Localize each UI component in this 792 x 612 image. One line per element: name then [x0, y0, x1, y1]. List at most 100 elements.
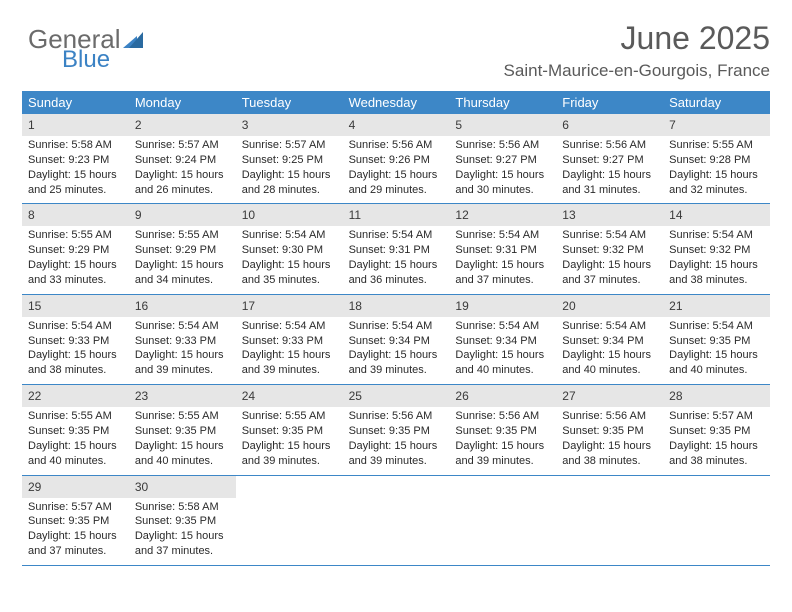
day-body: Sunrise: 5:54 AMSunset: 9:34 PMDaylight:…: [343, 317, 450, 384]
day-body: Sunrise: 5:56 AMSunset: 9:27 PMDaylight:…: [449, 136, 556, 203]
header: GeneralBlue June 2025 Saint-Maurice-en-G…: [22, 20, 770, 81]
sunset-line: Sunset: 9:31 PM: [455, 243, 550, 258]
day-cell: 17Sunrise: 5:54 AMSunset: 9:33 PMDayligh…: [236, 295, 343, 384]
sunrise-line: Sunrise: 5:57 AM: [28, 500, 123, 515]
daylight-line-1: Daylight: 15 hours: [455, 348, 550, 363]
day-number-row: 30: [129, 476, 236, 498]
sunrise-line: Sunrise: 5:54 AM: [669, 319, 764, 334]
location-subtitle: Saint-Maurice-en-Gourgois, France: [504, 61, 770, 81]
day-number: 24: [242, 389, 255, 403]
day-body: Sunrise: 5:54 AMSunset: 9:33 PMDaylight:…: [236, 317, 343, 384]
day-number-row: 28: [663, 385, 770, 407]
day-number: 19: [455, 299, 468, 313]
day-number-row: 29: [22, 476, 129, 498]
sunset-line: Sunset: 9:35 PM: [28, 424, 123, 439]
sunset-line: Sunset: 9:26 PM: [349, 153, 444, 168]
sunrise-line: Sunrise: 5:54 AM: [28, 319, 123, 334]
day-number-row: 21: [663, 295, 770, 317]
daylight-line-1: Daylight: 15 hours: [562, 439, 657, 454]
day-number: 16: [135, 299, 148, 313]
day-number-row: 2: [129, 114, 236, 136]
dow-sunday: Sunday: [22, 91, 129, 114]
daylight-line-1: Daylight: 15 hours: [135, 348, 230, 363]
sunrise-line: Sunrise: 5:55 AM: [242, 409, 337, 424]
day-body: Sunrise: 5:58 AMSunset: 9:35 PMDaylight:…: [129, 498, 236, 565]
day-number-row: 27: [556, 385, 663, 407]
day-body: Sunrise: 5:55 AMSunset: 9:29 PMDaylight:…: [22, 226, 129, 293]
day-cell: 25Sunrise: 5:56 AMSunset: 9:35 PMDayligh…: [343, 385, 450, 474]
day-cell: 11Sunrise: 5:54 AMSunset: 9:31 PMDayligh…: [343, 204, 450, 293]
day-body: Sunrise: 5:57 AMSunset: 9:35 PMDaylight:…: [22, 498, 129, 565]
sunset-line: Sunset: 9:34 PM: [349, 334, 444, 349]
week-row: 29 Sunrise: 5:57 AMSunset: 9:35 PMDayligh…: [22, 476, 770, 566]
sunset-line: Sunset: 9:25 PM: [242, 153, 337, 168]
day-number: 10: [242, 208, 255, 222]
day-cell: 20Sunrise: 5:54 AMSunset: 9:34 PMDayligh…: [556, 295, 663, 384]
day-body: Sunrise: 5:54 AMSunset: 9:31 PMDaylight:…: [343, 226, 450, 293]
daylight-line-1: Daylight: 15 hours: [242, 168, 337, 183]
day-cell: [236, 476, 343, 565]
sunset-line: Sunset: 9:29 PM: [135, 243, 230, 258]
dow-wednesday: Wednesday: [343, 91, 450, 114]
sunrise-line: Sunrise: 5:54 AM: [562, 319, 657, 334]
dow-thursday: Thursday: [449, 91, 556, 114]
day-body: Sunrise: 5:54 AMSunset: 9:32 PMDaylight:…: [663, 226, 770, 293]
calendar-grid: Sunday Monday Tuesday Wednesday Thursday…: [22, 91, 770, 566]
daylight-line-2: and 39 minutes.: [455, 454, 550, 469]
day-number-row: 4: [343, 114, 450, 136]
sunset-line: Sunset: 9:31 PM: [349, 243, 444, 258]
sunset-line: Sunset: 9:35 PM: [562, 424, 657, 439]
sunset-line: Sunset: 9:33 PM: [135, 334, 230, 349]
sunset-line: Sunset: 9:34 PM: [455, 334, 550, 349]
day-number: 13: [562, 208, 575, 222]
sunset-line: Sunset: 9:35 PM: [669, 334, 764, 349]
week-row: 22Sunrise: 5:55 AMSunset: 9:35 PMDayligh…: [22, 385, 770, 475]
daylight-line-1: Daylight: 15 hours: [28, 258, 123, 273]
sunrise-line: Sunrise: 5:57 AM: [669, 409, 764, 424]
sunrise-line: Sunrise: 5:54 AM: [135, 319, 230, 334]
daylight-line-1: Daylight: 15 hours: [28, 348, 123, 363]
sunset-line: Sunset: 9:30 PM: [242, 243, 337, 258]
daylight-line-1: Daylight: 15 hours: [562, 258, 657, 273]
day-body: Sunrise: 5:55 AMSunset: 9:35 PMDaylight:…: [129, 407, 236, 474]
day-body: Sunrise: 5:56 AMSunset: 9:35 PMDaylight:…: [556, 407, 663, 474]
day-body: Sunrise: 5:57 AMSunset: 9:35 PMDaylight:…: [663, 407, 770, 474]
sunrise-line: Sunrise: 5:54 AM: [455, 319, 550, 334]
dow-tuesday: Tuesday: [236, 91, 343, 114]
day-cell: 23Sunrise: 5:55 AMSunset: 9:35 PMDayligh…: [129, 385, 236, 474]
week-row: 1Sunrise: 5:58 AMSunset: 9:23 PMDaylight…: [22, 114, 770, 204]
daylight-line-1: Daylight: 15 hours: [669, 258, 764, 273]
day-cell: 9Sunrise: 5:55 AMSunset: 9:29 PMDaylight…: [129, 204, 236, 293]
day-number-row: 6: [556, 114, 663, 136]
daylight-line-1: Daylight: 15 hours: [562, 348, 657, 363]
daylight-line-2: and 35 minutes.: [242, 273, 337, 288]
day-cell: 12Sunrise: 5:54 AMSunset: 9:31 PMDayligh…: [449, 204, 556, 293]
day-body: Sunrise: 5:54 AMSunset: 9:35 PMDaylight:…: [663, 317, 770, 384]
dow-monday: Monday: [129, 91, 236, 114]
daylight-line-1: Daylight: 15 hours: [669, 439, 764, 454]
day-number: 26: [455, 389, 468, 403]
sunset-line: Sunset: 9:35 PM: [28, 514, 123, 529]
sunrise-line: Sunrise: 5:54 AM: [455, 228, 550, 243]
daylight-line-2: and 37 minutes.: [135, 544, 230, 559]
sunrise-line: Sunrise: 5:57 AM: [242, 138, 337, 153]
sunrise-line: Sunrise: 5:54 AM: [242, 319, 337, 334]
day-number: 6: [562, 118, 569, 132]
day-cell: 16 Sunrise: 5:54 AMSunset: 9:33 PMDayligh…: [129, 295, 236, 384]
day-cell: [556, 476, 663, 565]
sunset-line: Sunset: 9:32 PM: [562, 243, 657, 258]
daylight-line-2: and 25 minutes.: [28, 183, 123, 198]
daylight-line-2: and 39 minutes.: [242, 454, 337, 469]
day-number-row: 8: [22, 204, 129, 226]
daylight-line-1: Daylight: 15 hours: [349, 168, 444, 183]
day-number: 29: [28, 480, 41, 494]
sunset-line: Sunset: 9:35 PM: [135, 514, 230, 529]
daylight-line-2: and 37 minutes.: [455, 273, 550, 288]
sunrise-line: Sunrise: 5:56 AM: [349, 138, 444, 153]
daylight-line-1: Daylight: 15 hours: [135, 439, 230, 454]
sunrise-line: Sunrise: 5:55 AM: [135, 409, 230, 424]
daylight-line-1: Daylight: 15 hours: [455, 168, 550, 183]
day-number-row: 11: [343, 204, 450, 226]
day-cell: 14Sunrise: 5:54 AMSunset: 9:32 PMDayligh…: [663, 204, 770, 293]
title-block: June 2025 Saint-Maurice-en-Gourgois, Fra…: [504, 20, 770, 81]
